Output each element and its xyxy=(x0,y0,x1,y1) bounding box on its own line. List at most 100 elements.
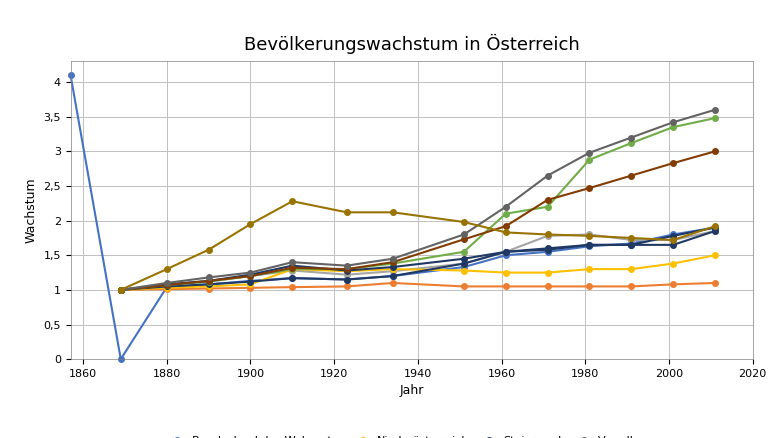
Burgenland xyxy=(501,284,510,289)
Burgenland xyxy=(669,282,678,287)
Salzburg xyxy=(388,261,397,266)
Oberösterreich xyxy=(669,233,678,239)
Steiermark xyxy=(116,287,125,293)
Kärnten xyxy=(342,272,351,277)
Steiermark xyxy=(246,272,256,277)
Wien xyxy=(116,287,125,293)
Vorarlberg xyxy=(204,275,213,280)
Kärnten xyxy=(626,237,636,243)
Vorarlberg xyxy=(162,280,172,286)
Wien xyxy=(246,222,256,227)
Burgenland xyxy=(710,280,720,286)
Burgenland xyxy=(543,284,552,289)
Vorarlberg xyxy=(585,150,594,155)
Niederösterreich xyxy=(543,270,552,275)
Bundesland des Wohnortes xyxy=(501,253,510,258)
Vorarlberg xyxy=(288,260,297,265)
Bundesland des Wohnortes xyxy=(710,225,720,230)
Niederösterreich xyxy=(710,253,720,258)
Wien xyxy=(162,266,172,272)
Salzburg xyxy=(162,283,172,288)
Tirol xyxy=(585,185,594,191)
Steiermark xyxy=(388,265,397,270)
Salzburg xyxy=(288,266,297,272)
Salzburg xyxy=(342,266,351,272)
Y-axis label: Wachstum: Wachstum xyxy=(24,177,38,243)
Steiermark xyxy=(585,242,594,247)
Niederösterreich xyxy=(585,266,594,272)
Oberösterreich xyxy=(626,242,636,247)
Vorarlberg xyxy=(626,135,636,140)
Wien xyxy=(710,223,720,229)
Bundesland des Wohnortes xyxy=(669,232,678,237)
Bundesland des Wohnortes xyxy=(162,285,172,290)
Tirol xyxy=(204,278,213,283)
Vorarlberg xyxy=(543,173,552,178)
Bundesland des Wohnortes xyxy=(246,278,256,283)
Wien xyxy=(204,247,213,252)
Niederösterreich xyxy=(288,266,297,272)
X-axis label: Jahr: Jahr xyxy=(399,385,424,397)
Tirol xyxy=(288,265,297,270)
Tirol xyxy=(501,223,510,229)
Bundesland des Wohnortes xyxy=(204,282,213,287)
Oberösterreich xyxy=(459,261,469,266)
Vorarlberg xyxy=(459,232,469,237)
Oberösterreich xyxy=(162,284,172,289)
Oberösterreich xyxy=(543,246,552,251)
Kärnten xyxy=(246,273,256,279)
Line: Bundesland des Wohnortes: Bundesland des Wohnortes xyxy=(67,72,718,362)
Kärnten xyxy=(543,233,552,239)
Bundesland des Wohnortes xyxy=(342,277,351,282)
Salzburg xyxy=(246,273,256,279)
Oberösterreich xyxy=(501,249,510,254)
Burgenland xyxy=(388,280,397,286)
Line: Steiermark: Steiermark xyxy=(118,228,718,293)
Kärnten xyxy=(288,268,297,273)
Salzburg xyxy=(626,141,636,146)
Line: Wien: Wien xyxy=(118,198,718,293)
Burgenland xyxy=(288,285,297,290)
Vorarlberg xyxy=(116,287,125,293)
Burgenland xyxy=(342,284,351,289)
Kärnten xyxy=(388,268,397,274)
Tirol xyxy=(669,160,678,166)
Bundesland des Wohnortes xyxy=(388,273,397,279)
Vorarlberg xyxy=(710,107,720,113)
Steiermark xyxy=(626,242,636,247)
Vorarlberg xyxy=(342,263,351,268)
Line: Vorarlberg: Vorarlberg xyxy=(118,107,718,293)
Bundesland des Wohnortes xyxy=(585,244,594,249)
Kärnten xyxy=(459,261,469,266)
Wien xyxy=(459,219,469,225)
Oberösterreich xyxy=(116,287,125,293)
Steiermark xyxy=(501,249,510,254)
Steiermark xyxy=(288,263,297,268)
Niederösterreich xyxy=(626,266,636,272)
Tirol xyxy=(162,283,172,288)
Title: Bevölkerungswachstum in Österreich: Bevölkerungswachstum in Österreich xyxy=(244,34,579,54)
Salzburg xyxy=(459,249,469,254)
Vorarlberg xyxy=(388,256,397,261)
Burgenland xyxy=(162,286,172,292)
Tirol xyxy=(710,149,720,154)
Niederösterreich xyxy=(204,284,213,289)
Wien xyxy=(288,198,297,204)
Burgenland xyxy=(246,285,256,290)
Oberösterreich xyxy=(288,276,297,281)
Steiermark xyxy=(162,282,172,287)
Salzburg xyxy=(585,157,594,162)
Kärnten xyxy=(162,283,172,288)
Burgenland xyxy=(116,287,125,293)
Bundesland des Wohnortes xyxy=(66,73,75,78)
Kärnten xyxy=(710,228,720,233)
Wien xyxy=(388,210,397,215)
Steiermark xyxy=(459,256,469,261)
Wien xyxy=(501,230,510,235)
Niederösterreich xyxy=(162,285,172,290)
Tirol xyxy=(459,237,469,242)
Oberösterreich xyxy=(342,277,351,282)
Salzburg xyxy=(204,279,213,284)
Wien xyxy=(543,232,552,237)
Burgenland xyxy=(626,284,636,289)
